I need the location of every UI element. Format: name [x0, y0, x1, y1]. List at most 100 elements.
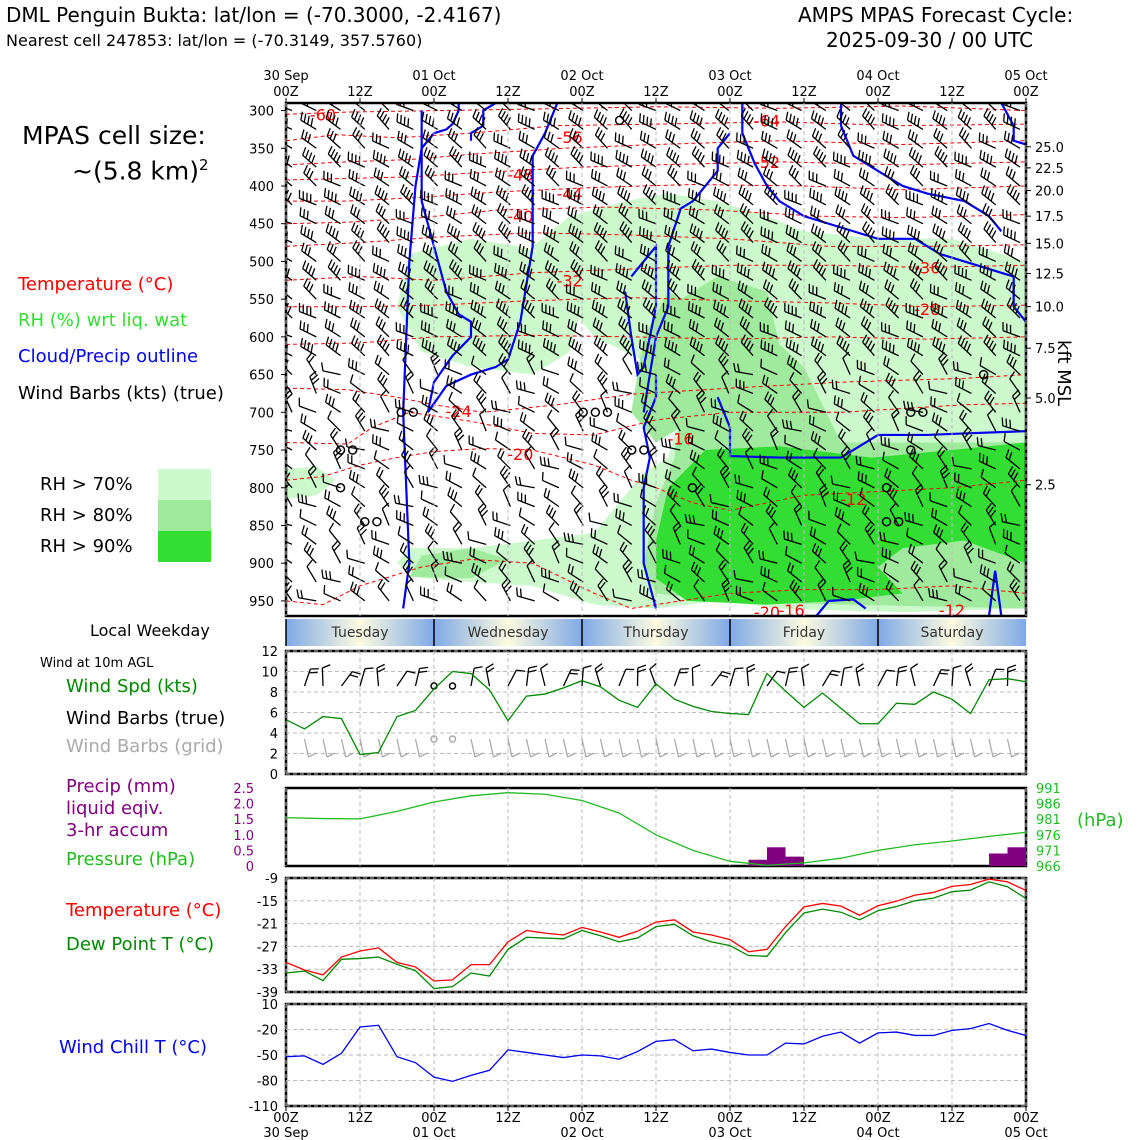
wind-barb — [647, 546, 657, 564]
wind-barb-feather — [422, 506, 426, 516]
wind-barb-feather — [420, 490, 423, 500]
wind-barb-feather — [689, 93, 691, 101]
wind-barb-feather — [842, 227, 847, 236]
wind-barb-feather — [621, 205, 626, 215]
wind-barb — [446, 326, 463, 338]
wind-barb-feather — [891, 408, 899, 416]
wind-barb-feather — [627, 230, 633, 239]
wind-barb-feather — [546, 131, 551, 141]
wind-barb-feather — [719, 190, 723, 200]
wind-barb-feather — [885, 297, 891, 306]
pressure-tick-label: 750 — [249, 444, 274, 459]
wind-barb-feather — [886, 263, 890, 273]
wind-barb — [834, 194, 851, 206]
wind-barb-feather — [376, 334, 382, 343]
wind-barb-feather — [837, 127, 843, 136]
wind-barb-feather — [471, 204, 476, 213]
wind-barb-feather — [473, 301, 477, 311]
wind-barb-feather — [860, 203, 866, 212]
wind-barb — [286, 275, 293, 281]
wind-barb-feather — [545, 165, 551, 174]
wind-barb-feather — [597, 578, 604, 587]
wind-barb — [520, 173, 536, 187]
wind-barb-feather — [381, 321, 386, 331]
wind-barb-feather — [310, 344, 314, 353]
wind-barb-feather — [276, 340, 277, 349]
wind-barb-feather — [621, 248, 624, 258]
wind-barb — [592, 325, 608, 338]
wind-barb-feather — [352, 671, 361, 675]
wind-barb-feather — [575, 265, 581, 274]
wind-barb — [857, 140, 875, 149]
wind-10m-barb — [507, 669, 518, 687]
wind-barb-feather — [476, 285, 480, 295]
wind-barb-feather — [371, 434, 374, 443]
wind-barb-feather — [747, 155, 750, 165]
wind-barb-feather — [667, 322, 670, 331]
wind-barb-feather — [649, 118, 652, 127]
wind-barb — [978, 445, 996, 451]
wind-barb — [785, 215, 802, 225]
wind-barb-feather — [637, 668, 647, 673]
wind-barb-feather — [379, 135, 382, 145]
wind-barb — [399, 287, 414, 300]
wind-barb — [638, 216, 657, 225]
wind-barb-feather — [865, 285, 869, 294]
wind-barb-feather — [913, 103, 915, 107]
wind-barb-feather — [768, 247, 771, 257]
wind-barb-feather — [502, 483, 511, 491]
wind-barb — [982, 323, 997, 338]
wind-barb-feather — [781, 419, 785, 428]
wind-barb-feather — [693, 243, 698, 253]
wind-barb-feather — [574, 393, 581, 402]
wind-barb-feather — [335, 267, 341, 277]
cloud-outline — [839, 103, 1003, 232]
wind-barb — [932, 344, 948, 357]
wind-barb-feather — [494, 400, 498, 410]
wind-barb-feather — [862, 107, 868, 117]
wind-barb-feather — [813, 320, 817, 330]
wind-barb — [326, 135, 341, 149]
wind-barb-feather — [524, 229, 527, 239]
wind-barb — [470, 459, 487, 470]
hour-label-bottom: 12Z — [791, 1111, 817, 1126]
wind-barb-feather — [384, 343, 390, 352]
wind-barb-feather — [621, 319, 626, 328]
wind-barb-feather — [791, 210, 795, 220]
wind-barb-feather — [716, 127, 722, 136]
pressure-y-label: 981 — [1036, 813, 1061, 828]
wind-10m-grid-feather — [382, 752, 391, 758]
wind-barb — [784, 310, 802, 319]
wind-barb-feather — [553, 154, 558, 164]
wind-barb — [304, 454, 317, 470]
wind-barb-feather — [276, 131, 277, 139]
wind-barb-feather — [953, 568, 955, 577]
wind-barb — [324, 196, 341, 206]
wind-barb-feather — [717, 111, 723, 121]
wind-barb-feather — [819, 581, 827, 589]
wind-barb-feather — [668, 244, 672, 254]
wind-barb-feather — [379, 337, 385, 346]
wind-barb-feather — [447, 128, 453, 137]
wind-barb — [884, 475, 900, 489]
wind-barb-feather — [791, 323, 795, 333]
wind-barb — [931, 515, 948, 527]
wind-barb-feather — [396, 414, 399, 424]
wind-barb-feather — [961, 172, 965, 182]
wind-barb-feather — [893, 268, 897, 278]
wind-barb-feather — [306, 559, 313, 568]
wind-barb-feather — [452, 521, 460, 530]
wind-barb — [842, 565, 851, 583]
wind-barb-feather — [494, 431, 499, 441]
wind-barb-feather — [551, 170, 557, 180]
wind-barb-feather — [331, 398, 335, 407]
wind-barb-feather — [742, 319, 747, 328]
wind-barb — [783, 427, 802, 432]
wind-barb — [736, 593, 754, 602]
wind-barb — [352, 134, 366, 149]
wind-barb-feather — [699, 343, 703, 353]
wind-barb — [448, 135, 463, 149]
wind-10m-grid-barb — [340, 738, 347, 758]
wind-barb-feather — [672, 283, 678, 293]
wind-barb-feather — [862, 334, 868, 343]
